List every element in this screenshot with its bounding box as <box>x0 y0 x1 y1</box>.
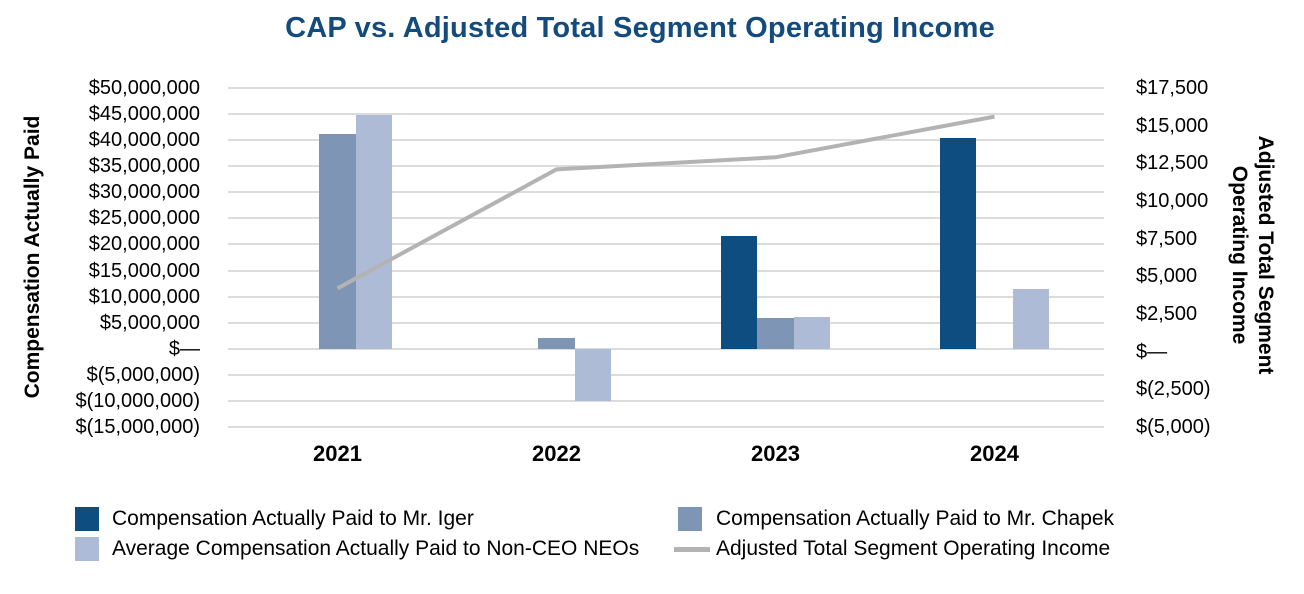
x-axis-label-2024: 2024 <box>970 441 1019 466</box>
plot-area <box>228 87 1104 428</box>
gridline <box>228 165 1104 168</box>
chart-title: CAP vs. Adjusted Total Segment Operating… <box>285 12 995 44</box>
left-axis-tick-label: $15,000,000 <box>88 259 200 282</box>
legend-item-chapek-swatch <box>678 507 702 531</box>
legend-item-chapek-label: Compensation Actually Paid to Mr. Chapek <box>716 507 1115 530</box>
left-axis-tick-label: $25,000,000 <box>88 207 200 230</box>
gridline <box>228 399 1104 402</box>
gridline <box>228 139 1104 142</box>
left-axis-tick-label: $50,000,000 <box>88 77 200 99</box>
right-axis-tick-label: $(5,000) <box>1136 416 1211 438</box>
right-axis-tick-label: $15,000 <box>1136 114 1209 137</box>
left-axis-tick-label: $(5,000,000) <box>86 363 200 386</box>
bar-2023-series-1 <box>757 317 794 349</box>
gridline <box>228 347 1104 350</box>
bar-2022-series-1 <box>538 338 575 349</box>
right-axis-tick-label: $— <box>1136 340 1168 363</box>
legend-item-neo-swatch <box>75 537 99 561</box>
line-series <box>336 114 995 291</box>
right-axis-tick-label: $(2,500) <box>1136 378 1211 401</box>
left-axis-tick-label: $20,000,000 <box>88 233 200 256</box>
gridline <box>228 113 1104 116</box>
bar-2021-series-1 <box>319 133 356 349</box>
right-axis-title: Adjusted Total Segment Operating Income <box>1226 90 1278 420</box>
right-axis-tick-label: $2,500 <box>1136 303 1198 325</box>
gridline <box>228 426 1104 428</box>
left-axis-tick-label: $30,000,000 <box>88 181 200 204</box>
left-axis-tick-label: $45,000,000 <box>88 103 200 126</box>
left-axis-tick-label: $40,000,000 <box>88 129 200 152</box>
left-axis-tick-label: $— <box>168 337 200 360</box>
right-axis-tick-label: $5,000 <box>1136 265 1198 288</box>
left-axis-tick-label: $10,000,000 <box>88 285 200 308</box>
bar-2021-series-2 <box>355 115 393 349</box>
left-axis-tick-label: $(10,000,000) <box>75 389 200 412</box>
gridline <box>228 87 1104 89</box>
x-axis-label-2022: 2022 <box>532 441 581 466</box>
gridline <box>228 243 1104 246</box>
gridline <box>228 373 1104 376</box>
legend-item-neo-label: Average Compensation Actually Paid to No… <box>112 537 640 560</box>
x-axis-label-2023: 2023 <box>751 441 800 466</box>
right-axis-title-line-2: Operating Income <box>1228 165 1251 345</box>
bar-2023-series-2 <box>793 316 831 349</box>
right-axis-tick-label: $7,500 <box>1136 227 1198 250</box>
right-axis-title-line-1: Adjusted Total Segment <box>1254 135 1277 375</box>
gridline <box>228 321 1104 324</box>
gridline <box>228 269 1104 272</box>
bar-2022-series-2 <box>574 348 612 401</box>
left-axis-tick-label: $5,000,000 <box>99 311 200 334</box>
adjusted-total-segment-operating-income-line <box>336 114 995 291</box>
legend-item-line-swatch <box>674 547 710 552</box>
right-axis-tick-label: $17,500 <box>1136 77 1209 99</box>
gridline <box>228 191 1104 194</box>
bar-2024-series-0 <box>939 138 977 349</box>
gridline <box>228 295 1104 298</box>
bar-2023-series-0 <box>720 236 758 349</box>
right-axis-tick-label: $10,000 <box>1136 190 1209 212</box>
legend-item-iger-swatch <box>75 507 99 531</box>
x-axis-label-2021: 2021 <box>313 441 362 466</box>
right-axis-tick-label: $12,500 <box>1136 152 1209 175</box>
gridline <box>228 217 1104 220</box>
left-axis-tick-label: $35,000,000 <box>88 155 200 178</box>
bar-2024-series-2 <box>1012 288 1050 349</box>
left-axis-tick-label: $(15,000,000) <box>75 416 200 438</box>
legend-item-line-label: Adjusted Total Segment Operating Income <box>716 537 1111 560</box>
legend-item-iger-label: Compensation Actually Paid to Mr. Iger <box>112 507 474 530</box>
